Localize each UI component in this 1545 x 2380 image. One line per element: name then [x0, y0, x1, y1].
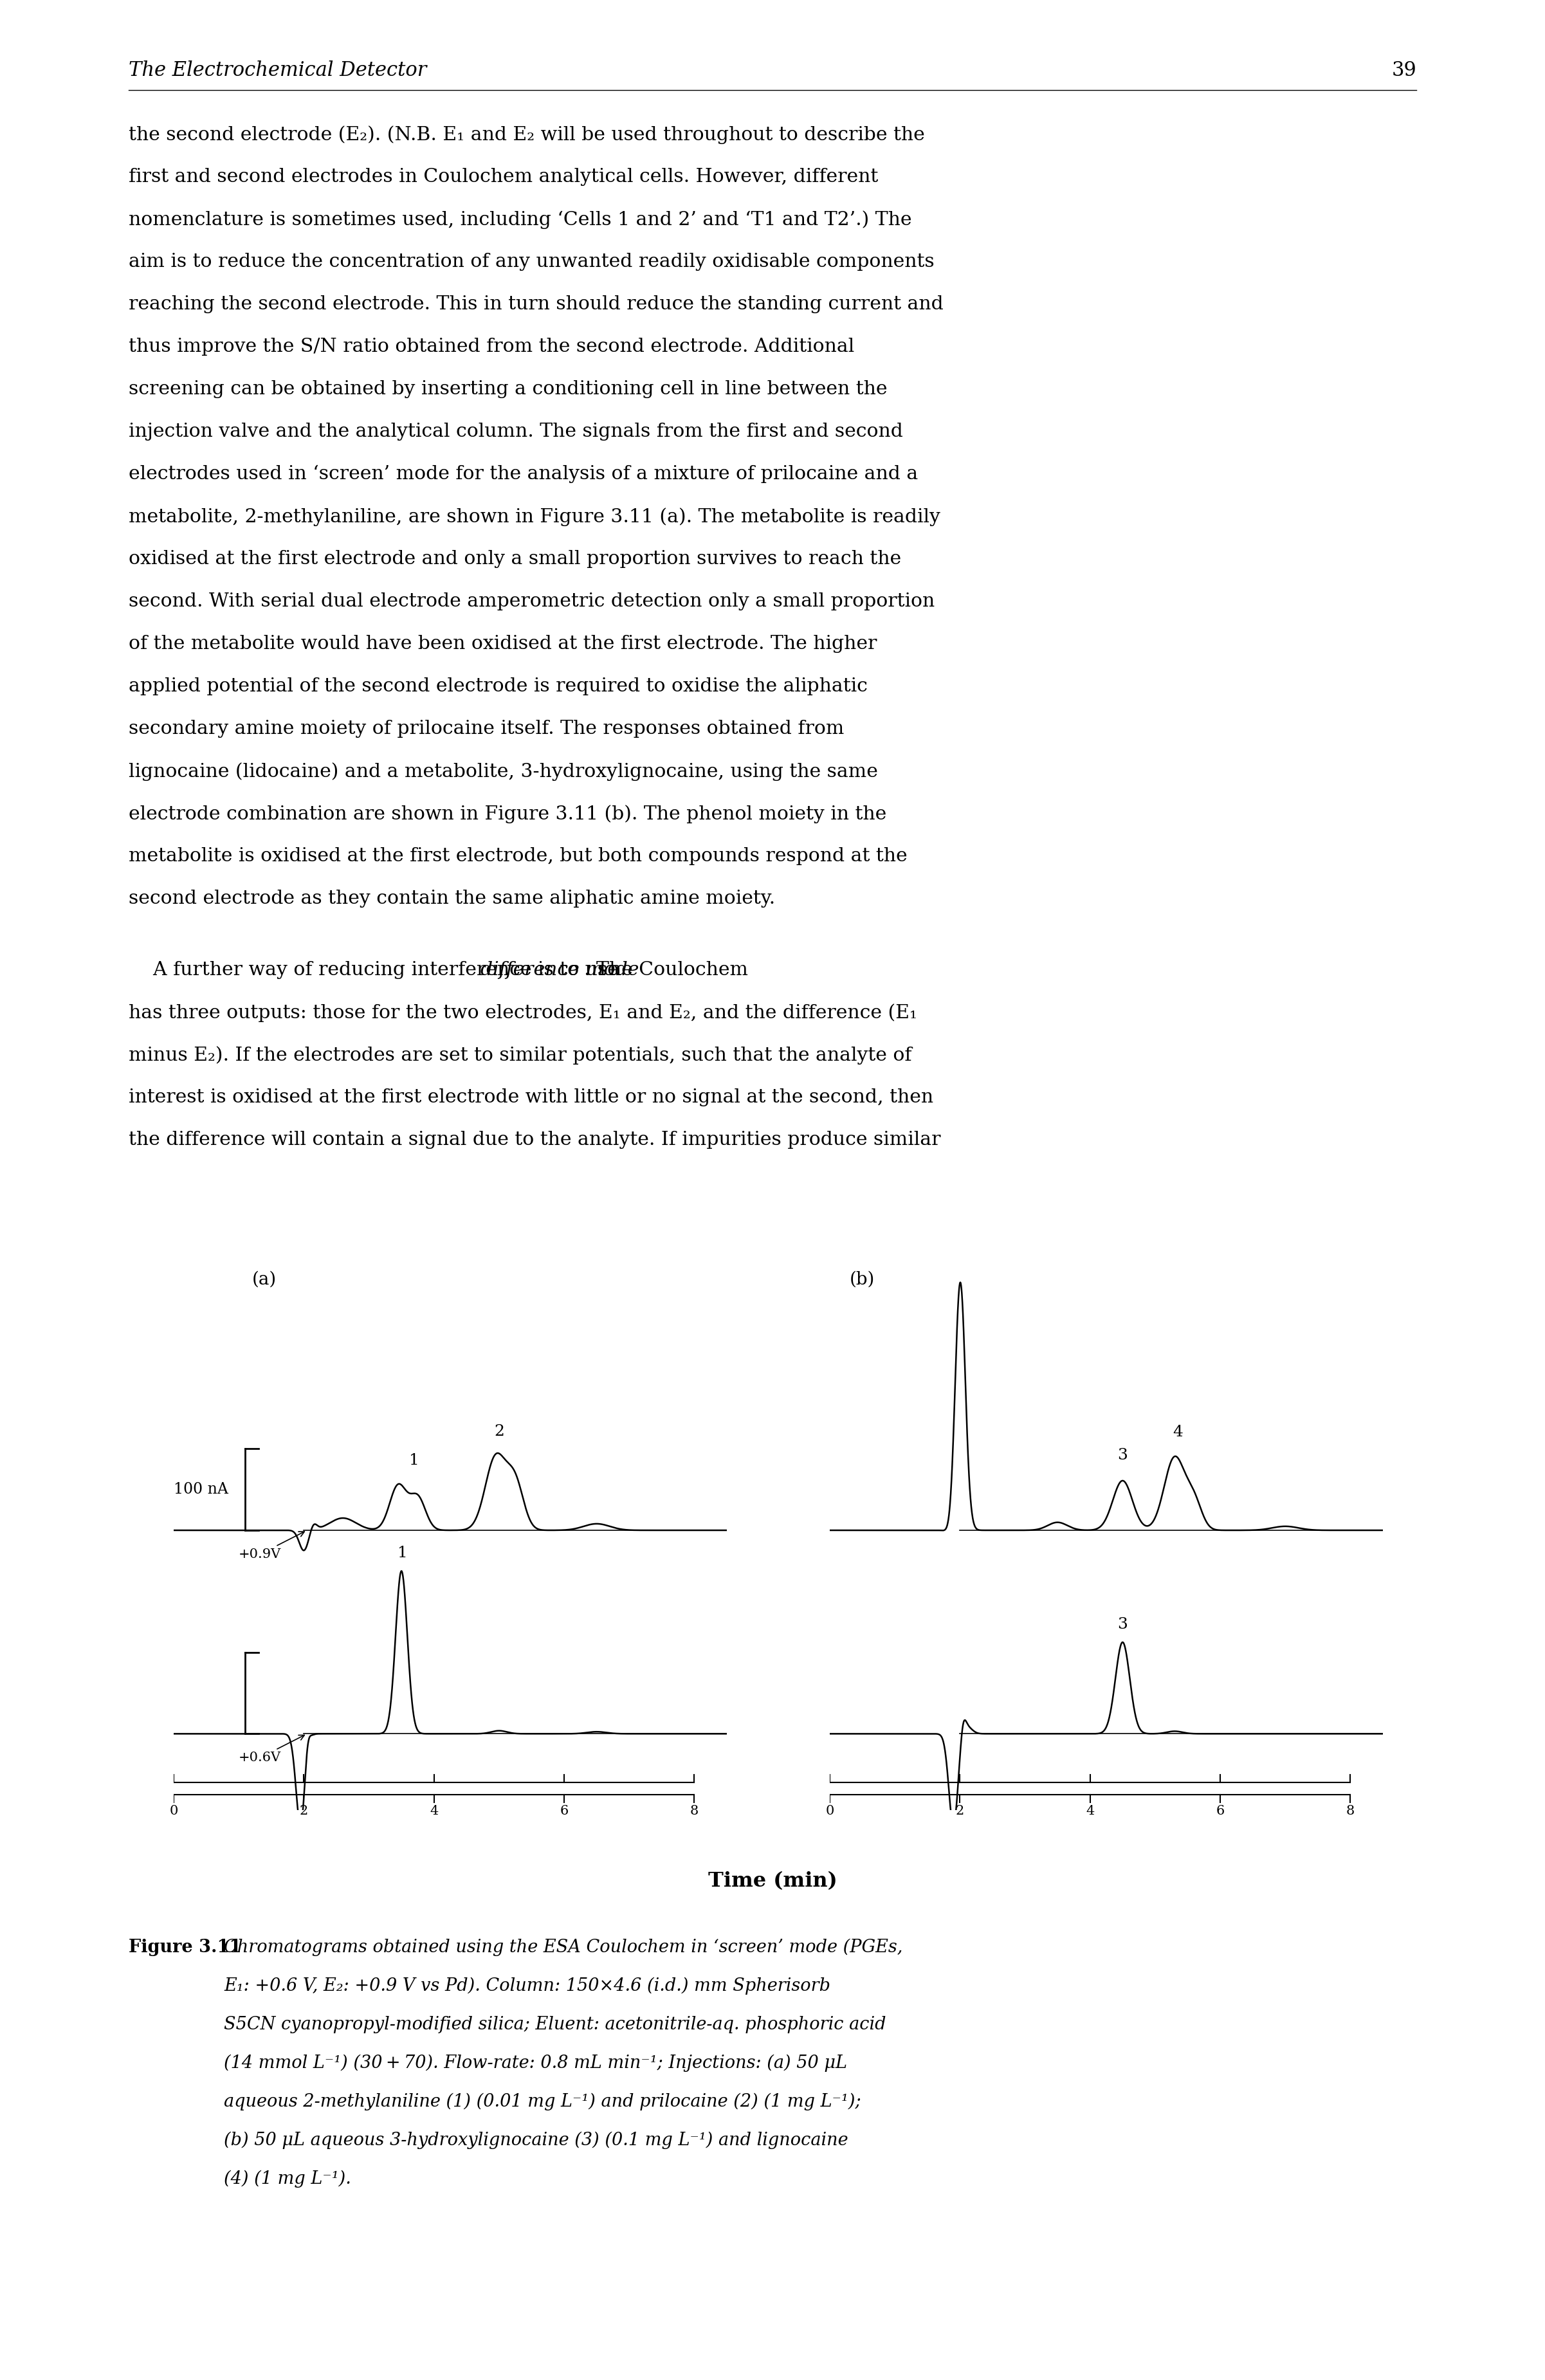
Text: +0.9V: +0.9V: [239, 1533, 304, 1561]
Text: applied potential of the second electrode is required to oxidise the aliphatic: applied potential of the second electrod…: [128, 678, 868, 695]
Text: 6: 6: [559, 1804, 569, 1818]
Text: 8: 8: [1346, 1804, 1355, 1818]
Text: 2: 2: [300, 1804, 307, 1818]
Text: aqueous 2-methylaniline (1) (0.01 mg L⁻¹) and prilocaine (2) (1 mg L⁻¹);: aqueous 2-methylaniline (1) (0.01 mg L⁻¹…: [224, 2092, 861, 2111]
Text: Figure 3.11: Figure 3.11: [128, 1940, 241, 1956]
Text: S5CN cyanopropyl-modified silica; Eluent: acetonitrile-aq. phosphoric acid: S5CN cyanopropyl-modified silica; Eluent…: [224, 2016, 885, 2033]
Text: A further way of reducing interference is to use: A further way of reducing interference i…: [128, 962, 624, 978]
Text: electrode combination are shown in Figure 3.11 (b). The phenol moiety in the: electrode combination are shown in Figur…: [128, 804, 887, 823]
Text: E₁: +0.6 V, E₂: +0.9 V vs Pd). Column: 150×4.6 (i.d.) mm Spherisorb: E₁: +0.6 V, E₂: +0.9 V vs Pd). Column: 1…: [224, 1978, 830, 1994]
Text: reaching the second electrode. This in turn should reduce the standing current a: reaching the second electrode. This in t…: [128, 295, 944, 314]
Text: 1: 1: [397, 1547, 408, 1561]
Text: 0: 0: [825, 1804, 834, 1818]
Text: The Electrochemical Detector: The Electrochemical Detector: [128, 60, 426, 81]
Text: 4: 4: [1086, 1804, 1094, 1818]
Text: thus improve the S/N ratio obtained from the second electrode. Additional: thus improve the S/N ratio obtained from…: [128, 338, 854, 355]
Text: injection valve and the analytical column. The signals from the first and second: injection valve and the analytical colum…: [128, 424, 902, 440]
Text: Time (min): Time (min): [708, 1871, 837, 1892]
Text: of the metabolite would have been oxidised at the first electrode. The higher: of the metabolite would have been oxidis…: [128, 635, 878, 652]
Text: (b): (b): [850, 1271, 874, 1288]
Text: second electrode as they contain the same aliphatic amine moiety.: second electrode as they contain the sam…: [128, 890, 776, 907]
Text: nomenclature is sometimes used, including ‘Cells 1 and 2’ and ‘T1 and T2’.) The: nomenclature is sometimes used, includin…: [128, 209, 912, 228]
Text: 0: 0: [170, 1804, 178, 1818]
Text: . The Coulochem: . The Coulochem: [584, 962, 748, 978]
Text: Chromatograms obtained using the ESA Coulochem in ‘screen’ mode (PGEs,: Chromatograms obtained using the ESA Cou…: [224, 1940, 902, 1956]
Text: (14 mmol L⁻¹) (30 + 70). Flow-rate: 0.8 mL min⁻¹; Injections: (a) 50 μL: (14 mmol L⁻¹) (30 + 70). Flow-rate: 0.8 …: [224, 2054, 847, 2073]
Text: 6: 6: [1216, 1804, 1225, 1818]
Text: secondary amine moiety of prilocaine itself. The responses obtained from: secondary amine moiety of prilocaine its…: [128, 719, 844, 738]
Text: electrodes used in ‘screen’ mode for the analysis of a mixture of prilocaine and: electrodes used in ‘screen’ mode for the…: [128, 464, 918, 483]
Text: 8: 8: [691, 1804, 698, 1818]
Text: 4: 4: [430, 1804, 439, 1818]
Text: the second electrode (E₂). (N.B. E₁ and E₂ will be used throughout to describe t: the second electrode (E₂). (N.B. E₁ and …: [128, 126, 925, 143]
Text: the difference will contain a signal due to the analyte. If impurities produce s: the difference will contain a signal due…: [128, 1130, 941, 1150]
Text: +0.6V: +0.6V: [239, 1735, 304, 1764]
Text: metabolite, 2-methylaniline, are shown in Figure 3.11 (a). The metabolite is rea: metabolite, 2-methylaniline, are shown i…: [128, 507, 941, 526]
Text: difference mode: difference mode: [480, 962, 640, 978]
Text: second. With serial dual electrode amperometric detection only a small proportio: second. With serial dual electrode amper…: [128, 593, 935, 609]
Text: 4: 4: [1173, 1426, 1183, 1440]
Text: first and second electrodes in Coulochem analytical cells. However, different: first and second electrodes in Coulochem…: [128, 169, 878, 186]
Text: 39: 39: [1392, 60, 1417, 81]
Text: metabolite is oxidised at the first electrode, but both compounds respond at the: metabolite is oxidised at the first elec…: [128, 847, 907, 866]
Text: 1: 1: [409, 1452, 420, 1468]
Text: minus E₂). If the electrodes are set to similar potentials, such that the analyt: minus E₂). If the electrodes are set to …: [128, 1045, 912, 1064]
Text: aim is to reduce the concentration of any unwanted readily oxidisable components: aim is to reduce the concentration of an…: [128, 252, 935, 271]
Text: (4) (1 mg L⁻¹).: (4) (1 mg L⁻¹).: [224, 2171, 351, 2187]
Text: screening can be obtained by inserting a conditioning cell in line between the: screening can be obtained by inserting a…: [128, 381, 887, 397]
Text: lignocaine (lidocaine) and a metabolite, 3-hydroxylignocaine, using the same: lignocaine (lidocaine) and a metabolite,…: [128, 762, 878, 781]
Text: 100 nA: 100 nA: [173, 1483, 229, 1497]
Text: 2: 2: [494, 1423, 504, 1440]
Text: has three outputs: those for the two electrodes, E₁ and E₂, and the difference (: has three outputs: those for the two ele…: [128, 1004, 918, 1021]
Text: (b) 50 μL aqueous 3-hydroxylignocaine (3) (0.1 mg L⁻¹) and lignocaine: (b) 50 μL aqueous 3-hydroxylignocaine (3…: [224, 2132, 848, 2149]
Text: 2: 2: [956, 1804, 964, 1818]
Text: 3: 3: [1117, 1618, 1128, 1633]
Text: 3: 3: [1117, 1447, 1128, 1464]
Text: oxidised at the first electrode and only a small proportion survives to reach th: oxidised at the first electrode and only…: [128, 550, 901, 569]
Text: (a): (a): [252, 1271, 277, 1288]
Text: interest is oxidised at the first electrode with little or no signal at the seco: interest is oxidised at the first electr…: [128, 1088, 933, 1107]
